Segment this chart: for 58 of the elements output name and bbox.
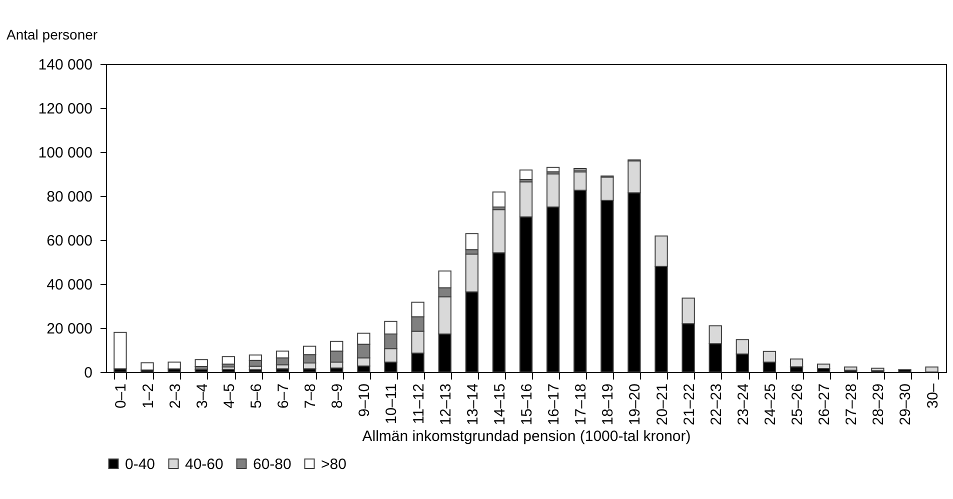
legend-label: 0-40 [125,456,156,473]
x-tick-label: 10–11 [383,384,400,424]
x-tick-label: 25–26 [789,384,806,426]
x-tick-label: 4–5 [220,384,238,409]
x-axis-title: Allmän inkomstgrundad pension (1000-tal kronor) [362,428,691,446]
bar [114,332,127,370]
bar [140,362,154,371]
y-tick-label: 0 [84,364,92,382]
legend-label: >80 [321,456,346,473]
bar [465,233,478,250]
bar [194,359,208,367]
x-tick-label: 30– [924,382,942,409]
bar [168,362,181,370]
legend-label: 60-80 [253,456,292,473]
x-tick-label: 2–3 [166,384,184,409]
x-tick-label: 22–23 [708,384,725,426]
bar [492,192,506,208]
x-tick-label: 8–9 [329,384,346,409]
x-tick-label: 9–10 [356,384,374,417]
x-tick-label: 26–27 [816,384,834,426]
bar [546,166,560,172]
bar [871,368,884,372]
x-tick-label: 17–18 [572,384,590,426]
x-tick-label: 20–21 [654,384,671,426]
x-tick-label: 18–19 [600,384,617,426]
y-tick-label: 100 000 [38,144,92,162]
y-tick-label: 120 000 [38,100,92,118]
bar [222,356,235,365]
x-tick-label: 23–24 [734,384,752,426]
x-tick-label: 11–12 [410,384,428,424]
legend-label: 40-60 [185,456,224,473]
y-tick-label: 20 000 [46,320,92,338]
x-tick-label: 0–1 [112,384,130,409]
x-tick-label: 28–29 [870,384,888,426]
bar [817,364,830,369]
x-tick-label: 13–14 [464,384,482,426]
x-tick-label: 5–6 [248,384,265,409]
bar [844,366,858,371]
bar [519,170,533,180]
x-tick-label: 14–15 [491,384,508,426]
x-tick-label: 19–20 [626,384,644,426]
x-tick-label: 1–2 [140,384,157,409]
y-tick-label: 80 000 [46,188,92,206]
x-tick-label: 29–30 [897,384,914,426]
x-tick-label: 15–16 [518,384,536,426]
y-tick-label: 140 000 [38,56,92,74]
x-tick-label: 24–25 [762,384,779,426]
x-tick-label: 7–8 [302,384,320,409]
x-tick-label: 16–17 [546,384,563,426]
y-tick-label: 60 000 [46,232,92,250]
y-tick-label: 40 000 [46,276,92,294]
bar [925,366,938,372]
x-tick-label: 27–28 [843,384,860,426]
x-tick-label: 21–22 [680,384,698,426]
y-axis-title: Antal personer [6,26,98,42]
x-tick-label: 6–7 [275,384,292,409]
x-tick-label: 3–4 [194,384,211,409]
x-tick-label: 12–13 [437,384,454,426]
